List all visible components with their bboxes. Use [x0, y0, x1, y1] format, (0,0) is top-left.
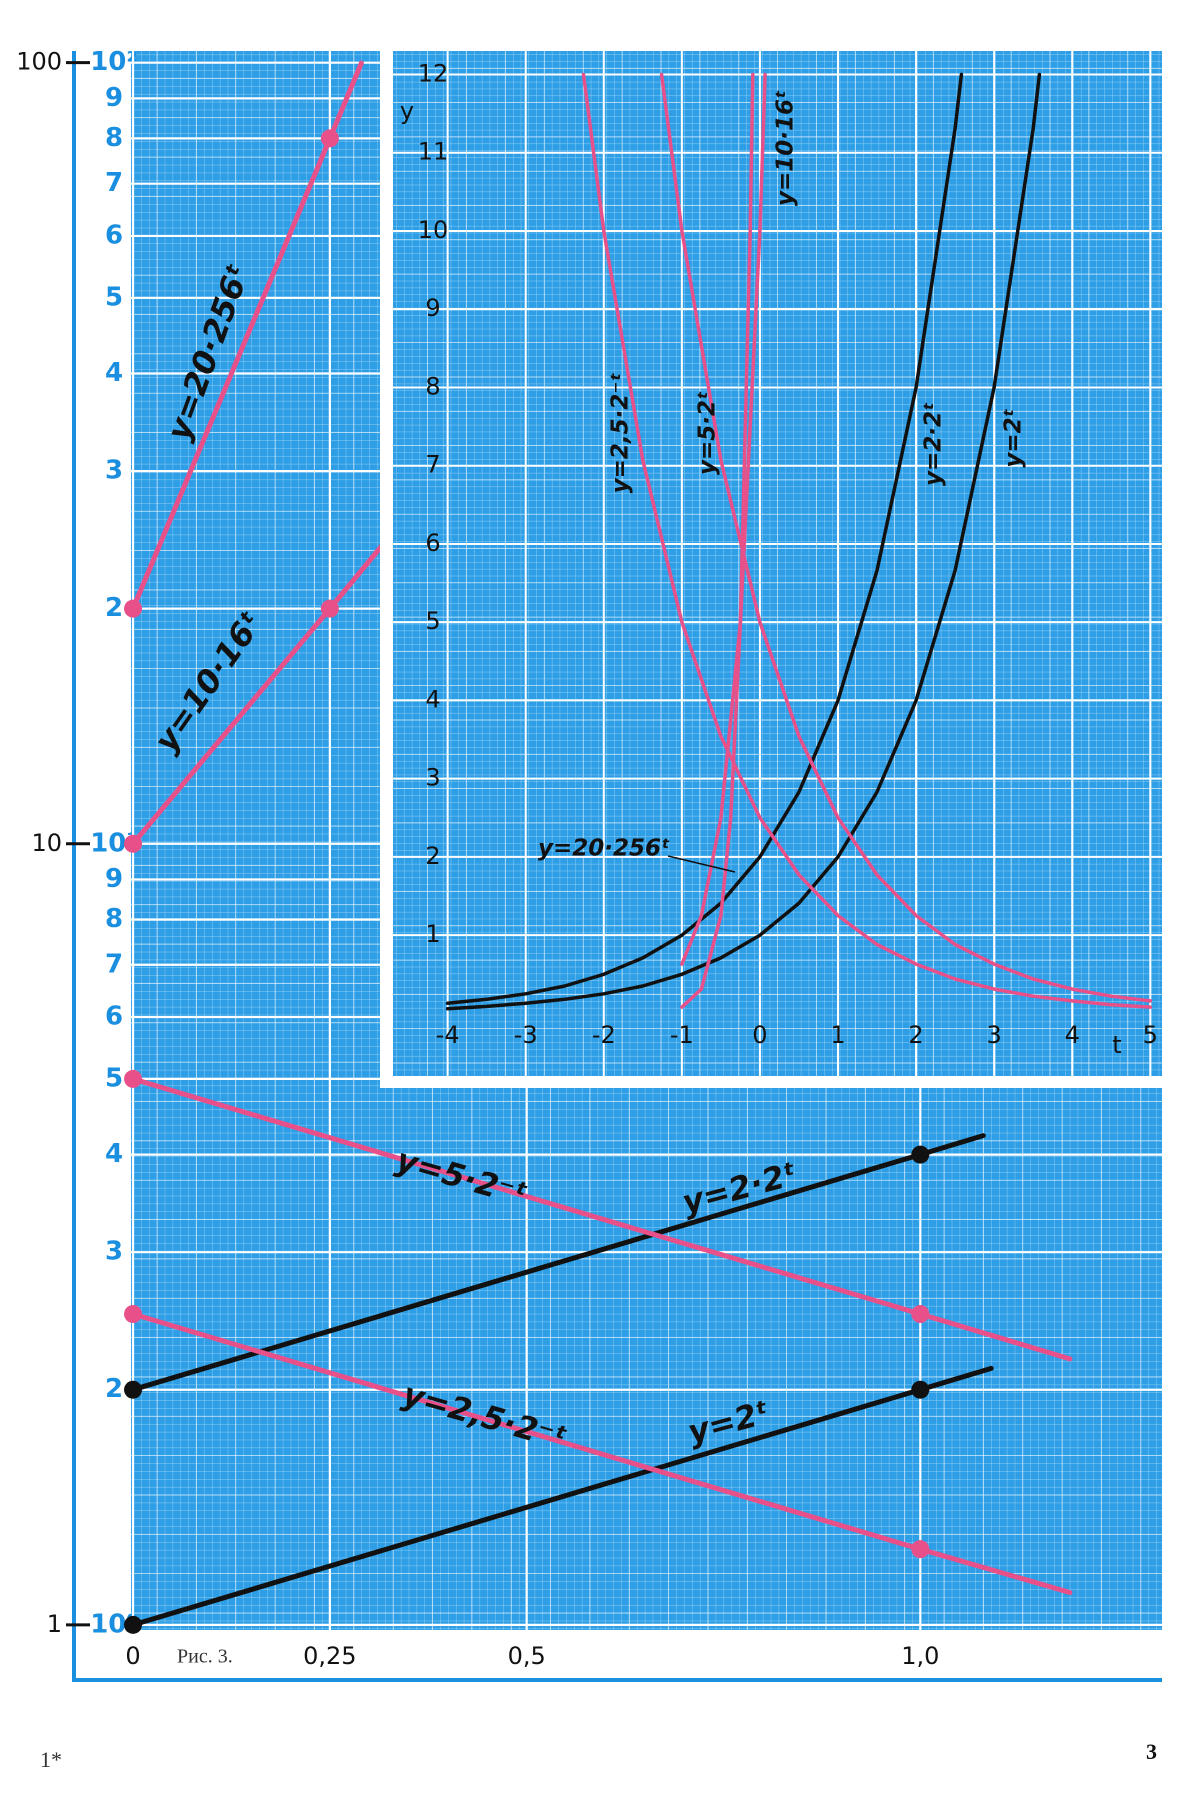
- y-tick-label: 7: [105, 949, 123, 979]
- page-mark: 1*: [40, 1747, 62, 1772]
- series-label: y=10·16ᵗ: [773, 90, 799, 206]
- point: [124, 1380, 143, 1399]
- point: [911, 1380, 930, 1399]
- x-tick-label: 3: [987, 1021, 1002, 1049]
- point: [124, 1615, 143, 1634]
- x-tick-label: 0: [125, 1642, 140, 1670]
- y-tick-label: 1: [47, 1610, 62, 1638]
- y-tick-label: 5: [425, 607, 440, 635]
- series-label: y=5·2ᵗ: [695, 391, 721, 475]
- y-tick-label: 5: [105, 282, 123, 312]
- curve: [581, 72, 1153, 1009]
- x-tick-label: -1: [670, 1021, 694, 1049]
- point: [124, 1069, 143, 1088]
- y-tick-label: 2: [105, 593, 123, 623]
- y-tick-label: 3: [105, 456, 123, 486]
- paper-grid: [393, 51, 1162, 1076]
- y-tick-label: 4: [105, 1139, 123, 1169]
- point: [911, 1305, 930, 1324]
- axis-label: y: [400, 97, 414, 125]
- x-tick-label: -2: [592, 1021, 616, 1049]
- point: [320, 599, 339, 618]
- point: [911, 1540, 930, 1559]
- y-tick-label: 4: [105, 358, 123, 388]
- y-tick-label: 3: [105, 1237, 123, 1267]
- y-tick-label: 2: [425, 842, 440, 870]
- y-tick-label: 1: [425, 920, 440, 948]
- point: [911, 1145, 930, 1164]
- y-tick-label: 10: [31, 829, 62, 857]
- y-tick-label: 9: [105, 864, 123, 894]
- y-tick-label: 10: [418, 216, 449, 244]
- y-tick-label: 11: [418, 138, 449, 166]
- y-tick-label: 6: [105, 1002, 123, 1032]
- y-tick-label: 100: [16, 48, 62, 76]
- series-label: y=2,5·2⁻ᵗ: [608, 373, 634, 494]
- y-tick-label: 6: [105, 220, 123, 250]
- x-tick-label: -3: [514, 1021, 538, 1049]
- y-tick-label: 12: [418, 59, 449, 87]
- x-tick-label: 0: [752, 1021, 767, 1049]
- y-tick-label: 6: [425, 529, 440, 557]
- y-tick-label: 5: [105, 1063, 123, 1093]
- y-tick-label: 8: [425, 372, 440, 400]
- series-label: y=2·2ᵗ: [921, 402, 947, 486]
- point: [124, 1305, 143, 1324]
- point: [124, 834, 143, 853]
- series-label: y=20·256ᵗ: [538, 836, 670, 862]
- axis-label: t: [1112, 1031, 1121, 1059]
- point: [320, 129, 339, 148]
- point: [124, 599, 143, 618]
- x-tick-label: 0,5: [508, 1642, 546, 1670]
- y-tick-label: 7: [105, 168, 123, 198]
- y-tick-label: 10²: [90, 47, 138, 77]
- series-label: y=2ᵗ: [1001, 408, 1027, 467]
- y-tick-label: 4: [425, 685, 440, 713]
- y-tick-label: 3: [425, 764, 440, 792]
- x-tick-label: 0,25: [303, 1642, 356, 1670]
- y-tick-label: 8: [105, 123, 123, 153]
- page-number: 3: [1146, 1739, 1157, 1764]
- curve: [680, 72, 755, 1009]
- y-tick-label: 2: [105, 1374, 123, 1404]
- x-tick-label: 1,0: [901, 1642, 939, 1670]
- leader-line: [667, 855, 736, 873]
- figure-caption: Рис. 3.: [177, 1646, 233, 1668]
- y-tick-label: 7: [425, 451, 440, 479]
- y-tick-label: 9: [425, 294, 440, 322]
- x-tick-label: 4: [1065, 1021, 1080, 1049]
- x-tick-label: 1: [830, 1021, 845, 1049]
- y-tick-label: 9: [105, 83, 123, 113]
- curve: [445, 72, 1042, 1011]
- x-tick-label: 2: [908, 1021, 923, 1049]
- curve: [659, 72, 1153, 1003]
- x-tick-label: 5: [1143, 1021, 1158, 1049]
- y-tick-label: 8: [105, 904, 123, 934]
- x-tick-label: -4: [436, 1021, 460, 1049]
